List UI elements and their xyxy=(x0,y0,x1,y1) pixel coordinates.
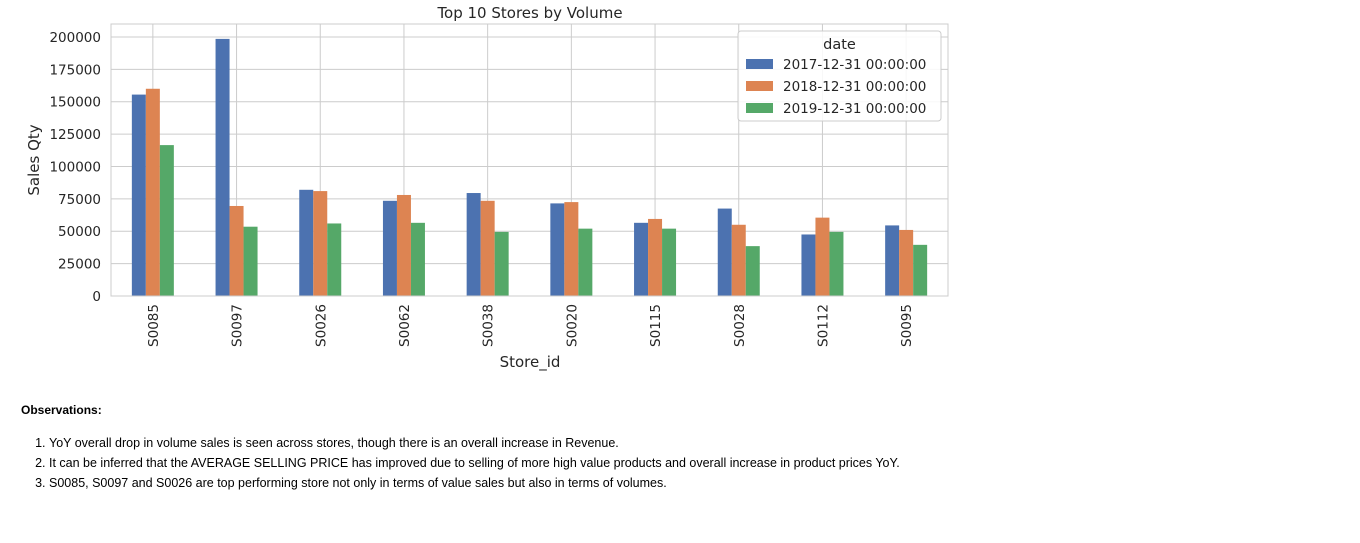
bar xyxy=(494,231,509,296)
observation-item: S0085, S0097 and S0026 are top performin… xyxy=(49,473,1321,493)
y-tick-label: 125000 xyxy=(49,127,101,143)
legend-label: 2018-12-31 00:00:00 xyxy=(783,79,926,95)
x-tick-label: S0026 xyxy=(313,304,329,347)
bar xyxy=(550,203,565,296)
x-tick-label: S0062 xyxy=(397,304,413,347)
bar xyxy=(899,229,914,296)
x-tick-label: S0112 xyxy=(815,304,831,347)
bar xyxy=(745,246,760,296)
x-tick-label: S0028 xyxy=(732,304,748,347)
bar xyxy=(145,88,160,296)
observation-item: It can be inferred that the AVERAGE SELL… xyxy=(49,453,1321,473)
chart-title: Top 10 Stores by Volume xyxy=(436,4,622,22)
bar xyxy=(313,191,328,296)
bar xyxy=(159,145,174,296)
y-tick-label: 75000 xyxy=(58,192,101,208)
bar xyxy=(648,218,663,296)
bar xyxy=(229,205,244,296)
legend-label: 2017-12-31 00:00:00 xyxy=(783,57,926,73)
y-tick-label: 50000 xyxy=(58,224,101,240)
y-tick-label: 150000 xyxy=(49,95,101,111)
plot-frame xyxy=(110,23,949,297)
x-tick-label: S0085 xyxy=(146,304,162,347)
x-tick-label: S0095 xyxy=(899,304,915,347)
bar xyxy=(801,234,816,296)
legend-box xyxy=(737,30,942,122)
bar xyxy=(396,194,411,296)
observations-section: Observations: YoY overall drop in volume… xyxy=(21,403,1321,493)
y-tick-label: 0 xyxy=(92,289,101,305)
observations-title: Observations: xyxy=(21,403,102,417)
bar xyxy=(466,193,481,296)
y-tick-label: 25000 xyxy=(58,257,101,273)
y-tick-label: 100000 xyxy=(49,159,101,175)
bar xyxy=(299,189,314,296)
bars xyxy=(131,38,928,297)
bar xyxy=(913,244,928,296)
bar xyxy=(885,225,900,296)
legend-swatch xyxy=(746,81,773,91)
bar xyxy=(327,223,342,296)
bar-chart: Top 10 Stores by Volume 0 25000 50000 75000… xyxy=(25,4,949,372)
x-tick-label: S0115 xyxy=(648,304,664,347)
bar xyxy=(662,228,677,296)
bar xyxy=(717,208,732,296)
x-tick-label: S0038 xyxy=(481,304,497,347)
legend-swatch xyxy=(746,103,773,113)
bar xyxy=(382,200,397,296)
x-tick-label: S0020 xyxy=(564,304,580,347)
bar xyxy=(243,226,258,296)
legend-label: 2019-12-31 00:00:00 xyxy=(783,101,926,117)
y-tick-labels: 0 25000 50000 75000 100000 125000 150000 175000… xyxy=(49,30,101,305)
bar xyxy=(634,222,649,296)
y-axis-label: Sales Qty xyxy=(25,124,43,195)
y-tick-label: 200000 xyxy=(49,30,101,46)
bar xyxy=(731,224,746,296)
x-tick-label: S0097 xyxy=(230,304,246,347)
bar xyxy=(564,202,579,296)
bar xyxy=(578,228,593,296)
bar xyxy=(815,217,830,296)
bar xyxy=(131,94,146,296)
legend-entries: 2017-12-31 00:00:00 2018-12-31 00:00:00 20… xyxy=(746,57,926,117)
observations-list: YoY overall drop in volume sales is seen… xyxy=(21,433,1321,493)
bar xyxy=(480,200,495,296)
bar xyxy=(215,38,230,297)
bar xyxy=(829,231,844,296)
legend-title: date xyxy=(823,37,856,53)
legend-swatch xyxy=(746,59,773,69)
legend: date 2017-12-31 00:00:00 2018-12-31 00:00… xyxy=(737,30,942,122)
observation-item: YoY overall drop in volume sales is seen… xyxy=(49,433,1321,453)
y-tick-label: 175000 xyxy=(49,62,101,78)
x-tick-labels: S0085 S0097 S0026 S0062 S0038 S0020 S0115 S0028… xyxy=(146,304,915,347)
x-axis-label: Store_id xyxy=(500,353,561,372)
bar xyxy=(410,222,425,296)
